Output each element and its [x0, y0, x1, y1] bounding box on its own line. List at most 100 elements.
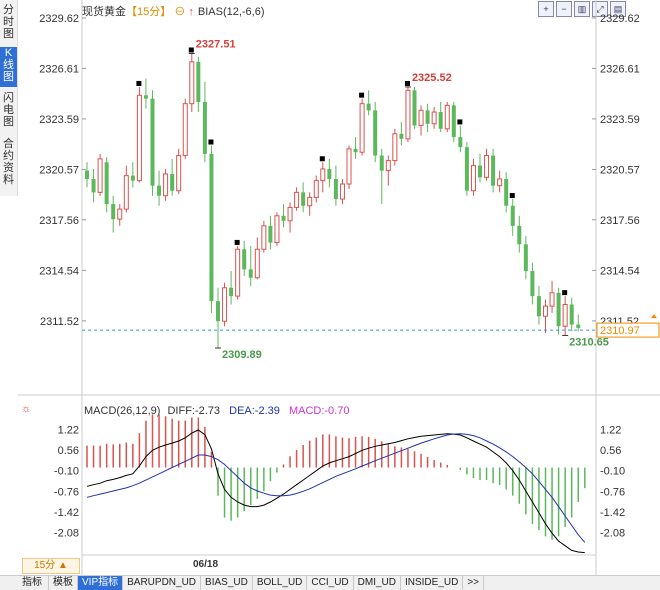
candle-body-up [123, 175, 129, 210]
candle-body-down [130, 175, 135, 181]
side-tab-flash[interactable]: 闪电图 [3, 92, 14, 128]
candle-body-up [307, 196, 313, 207]
bottom-tab-cci[interactable]: CCI_UD [307, 576, 354, 590]
candle-body-up [136, 94, 142, 182]
macd-dif-label: DIFF:-2.73 [167, 405, 220, 417]
candle-body-down [85, 170, 89, 179]
macd-value-label: MACD:-0.70 [289, 405, 350, 417]
macd-axis-ticks: 1.22 1.22 0.56 0.56 -0.10 -0.10 -0.76 -0.76 -1.4… [54, 424, 625, 539]
settings-icon[interactable]: ▤ [610, 1, 626, 17]
candle-body-up [235, 248, 241, 297]
bottom-tab-boll[interactable]: BOLL_UD [253, 576, 308, 590]
bottom-tab-bias[interactable]: BIAS_UD [201, 576, 253, 590]
candle-body-up [385, 160, 391, 172]
candle-body-down [438, 112, 443, 129]
candle-body-down [301, 192, 306, 206]
candle-body-down [157, 185, 162, 196]
price-tick-label-left: 2320.57 [39, 164, 79, 176]
candle-body-down [170, 173, 175, 191]
candle-body-down [268, 225, 273, 243]
candle-body-down [412, 90, 417, 126]
x-tick-date: 06/18 [193, 559, 218, 570]
signal-marker [457, 119, 463, 125]
price-tick-label-right: 2317.56 [600, 215, 640, 227]
candle-body-down [569, 304, 574, 325]
candle-body-up [497, 178, 503, 187]
candle-body-down [150, 98, 155, 186]
interval-select[interactable]: 15分 ▲ [22, 558, 80, 574]
candle-body-down [458, 137, 463, 148]
side-tab-contract-info[interactable]: 合约资料 [3, 138, 14, 186]
candlestick-series [85, 47, 581, 348]
price-tick-label-right: 2329.62 [600, 13, 640, 25]
signal-marker [562, 290, 568, 296]
candle-body-down [202, 102, 207, 154]
candle-body-up [549, 292, 555, 307]
side-tabs: 分时图 K线图 闪电图 合约资料 [0, 0, 18, 196]
macd-lines [86, 429, 586, 554]
macd-settings-icon[interactable]: ☼ [21, 403, 31, 415]
bottom-tab-more[interactable]: >> [463, 576, 485, 590]
signal-marker [404, 80, 410, 86]
candle-body-down [353, 148, 358, 153]
signal-marker [319, 156, 325, 162]
macd-tick-label-left: 0.56 [58, 445, 79, 457]
candle-body-down [536, 296, 541, 317]
chart-area[interactable]: 2329.62 2329.62 2326.61 2326.61 2323.59 2323.… [0, 0, 660, 575]
candle-body-up [189, 61, 195, 105]
candle-body-up [254, 248, 260, 279]
dea-line [86, 433, 586, 543]
candle-body-down [399, 133, 404, 139]
candle-body-down [327, 168, 332, 179]
price-axis-ticks: 2329.62 2329.62 2326.61 2326.61 2323.59 2323.… [39, 13, 640, 328]
price-tick-label-left: 2314.54 [39, 265, 79, 277]
candle-body-down [91, 178, 96, 193]
min-price-label: 2309.89 [222, 349, 262, 361]
candle-body-up [117, 208, 123, 220]
current-price-box [596, 322, 660, 338]
bottom-tab-templates[interactable]: 模板 [49, 576, 78, 590]
price-tick-label-right: 2323.59 [600, 114, 640, 126]
macd-tick-label-right: -1.42 [600, 507, 625, 519]
candle-body-down [281, 215, 286, 221]
candle-body-up [484, 155, 490, 178]
candle-body-down [104, 162, 109, 205]
candle-body-down [556, 292, 561, 327]
candle-body-up [346, 148, 352, 185]
interval-label[interactable]: 【15分】 [126, 6, 172, 18]
signal-marker [359, 92, 365, 98]
candle-body-down [229, 287, 234, 297]
candle-body-up [562, 303, 568, 327]
bottom-tab-inside[interactable]: INSIDE_UD [401, 576, 464, 590]
bottom-tab-dmi[interactable]: DMI_UD [354, 576, 401, 590]
symbol-name: 现货黄金 [82, 6, 126, 18]
candle-body-down [523, 244, 528, 272]
bottom-tab-vip-indicators[interactable]: VIP指标 [78, 576, 124, 590]
candle-body-up [392, 133, 398, 162]
macd-title: MACD(26,12,9) [84, 405, 160, 417]
price-tick-label-left: 2317.56 [39, 215, 79, 227]
candle-body-up [97, 158, 103, 193]
price-tick-label-left: 2326.61 [39, 63, 79, 75]
side-tab-kline[interactable]: K线图 [0, 47, 17, 87]
price-tick-label-left: 2323.59 [39, 114, 79, 126]
candle-body-down [425, 110, 430, 124]
signal-marker [188, 47, 194, 53]
chart-type-icon[interactable]: ▥ [574, 1, 590, 17]
minus-circle-icon[interactable]: ⊖ [174, 6, 186, 18]
zoom-in-icon[interactable]: + [538, 1, 554, 17]
bottom-tab-barupdn[interactable]: BARUPDN_UD [123, 576, 202, 590]
zoom-out-icon[interactable]: − [556, 1, 572, 17]
current-price-label: 2310.97 [600, 325, 640, 337]
candle-body-up [405, 89, 411, 140]
macd-histogram [86, 414, 586, 540]
local-high-label: 2325.52 [412, 72, 452, 84]
candle-body-down [379, 155, 384, 171]
macd-tick-label-right: -0.76 [600, 486, 625, 498]
side-tab-timeshare[interactable]: 分时图 [3, 4, 14, 40]
candle-body-down [111, 204, 116, 220]
candle-body-up [543, 305, 548, 317]
macd-tick-label-left: -2.08 [54, 528, 79, 540]
bottom-tab-indicators[interactable]: 指标 [0, 576, 49, 590]
